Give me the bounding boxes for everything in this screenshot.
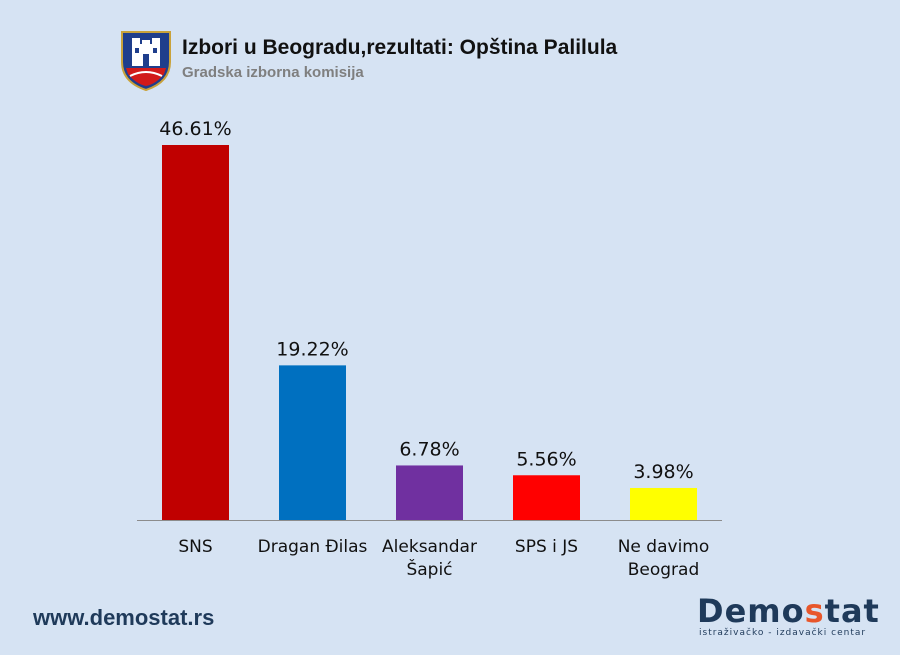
chart-subtitle: Gradska izborna komisija [182, 64, 364, 81]
category-label: SPS i JS [515, 537, 578, 557]
chart-header: Izbori u Beogradu,rezultati: Opština Pal… [120, 28, 820, 98]
logo-suffix: tat [824, 592, 880, 630]
belgrade-coat-of-arms-icon [121, 31, 171, 92]
logo-prefix: Demo [697, 592, 805, 630]
bar [162, 145, 229, 520]
category-label: Ne davimo [618, 537, 710, 557]
website-url[interactable]: www.demostat.rs [33, 605, 215, 630]
data-label: 46.61% [159, 118, 231, 140]
data-label: 19.22% [276, 338, 348, 360]
logo-wordmark: Demostat [697, 592, 880, 630]
bar [513, 475, 580, 520]
category-label: Beograd [628, 560, 700, 580]
category-label: SNS [178, 537, 212, 557]
bar [396, 465, 463, 520]
logo-tagline: istraživačko - izdavački centar [699, 628, 867, 638]
demostat-logo: Demostat istraživačko - izdavački centar [697, 592, 880, 642]
category-label: Dragan Đilas [258, 537, 368, 557]
chart-title: Izbori u Beogradu,rezultati: Opština Pal… [182, 36, 618, 59]
data-label: 3.98% [633, 461, 693, 483]
category-label: Aleksandar [382, 537, 477, 557]
category-label: Šapić [406, 558, 452, 580]
bar [279, 365, 346, 520]
data-label: 6.78% [399, 438, 459, 460]
data-label: 5.56% [516, 448, 576, 470]
bar [630, 487, 697, 520]
logo-accent: s [804, 592, 825, 630]
